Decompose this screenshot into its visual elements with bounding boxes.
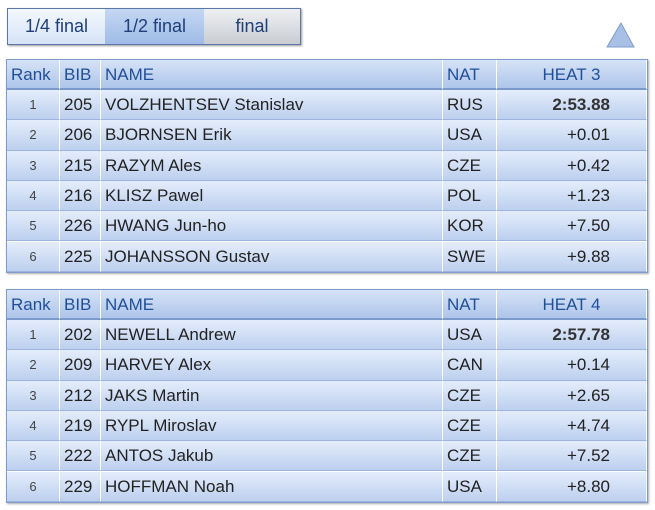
time: +2.65 xyxy=(497,380,647,411)
name: NEWELL Andrew xyxy=(101,320,443,351)
time: +7.50 xyxy=(497,211,647,242)
time: +4.74 xyxy=(497,410,647,442)
time: +1.23 xyxy=(497,180,647,212)
name: VOLZHENTSEV Stanislav xyxy=(101,90,443,121)
time: +7.52 xyxy=(497,441,647,472)
results-table xyxy=(6,289,648,503)
scroll-up[interactable] xyxy=(604,20,636,50)
nat: POL xyxy=(443,180,497,212)
name: HWANG Jun-ho xyxy=(101,211,443,242)
rank: 6 xyxy=(7,471,60,502)
rank: 2 xyxy=(7,120,60,151)
nat: USA xyxy=(443,471,497,502)
column-header: NAME xyxy=(101,60,443,90)
bib: 205 xyxy=(60,90,101,121)
nat: CZE xyxy=(443,150,497,181)
nat: USA xyxy=(443,120,497,151)
bib: 226 xyxy=(60,211,101,242)
nat: CAN xyxy=(443,350,497,381)
column-header: HEAT 4 xyxy=(497,290,647,320)
bib: 219 xyxy=(60,410,101,442)
tab[interactable]: 1/2 final xyxy=(105,9,204,44)
bib: 229 xyxy=(60,471,101,502)
rank: 1 xyxy=(7,90,60,121)
rank: 2 xyxy=(7,350,60,381)
time: +0.01 xyxy=(497,120,647,151)
bib: 212 xyxy=(60,380,101,411)
nat: USA xyxy=(443,320,497,351)
bib: 209 xyxy=(60,350,101,381)
rank: 5 xyxy=(7,211,60,242)
nat: CZE xyxy=(443,380,497,411)
bib: 202 xyxy=(60,320,101,351)
rank: 1 xyxy=(7,320,60,351)
bib: 222 xyxy=(60,441,101,472)
bib: 215 xyxy=(60,150,101,181)
nat: CZE xyxy=(443,410,497,442)
bib: 225 xyxy=(60,241,101,272)
column-header: NAME xyxy=(101,290,443,320)
time: +9.88 xyxy=(497,241,647,272)
time: 2:53.88 xyxy=(497,90,647,121)
nat: SWE xyxy=(443,241,497,272)
triangle xyxy=(606,21,635,48)
name: BJORNSEN Erik xyxy=(101,120,443,151)
nat: CZE xyxy=(443,441,497,472)
tab[interactable]: final xyxy=(204,9,300,44)
tab[interactable]: 1/4 final xyxy=(8,9,105,44)
nat: RUS xyxy=(443,90,497,121)
name: JAKS Martin xyxy=(101,380,443,411)
rank: 3 xyxy=(7,150,60,181)
rank: 5 xyxy=(7,441,60,472)
rank: 4 xyxy=(7,180,60,212)
tab-bar: 1/4 final 1/2 final final xyxy=(7,8,301,45)
column-header: NAT xyxy=(443,290,497,320)
column-header: Rank xyxy=(7,60,60,90)
bib: 206 xyxy=(60,120,101,151)
column-header: NAT xyxy=(443,60,497,90)
rank: 6 xyxy=(7,241,60,272)
results-table xyxy=(6,59,648,273)
column-header: Rank xyxy=(7,290,60,320)
name: HOFFMAN Noah xyxy=(101,471,443,502)
time: +0.14 xyxy=(497,350,647,381)
time: 2:57.78 xyxy=(497,320,647,351)
rank: 3 xyxy=(7,380,60,411)
column-header: BIB xyxy=(60,290,101,320)
column-header: BIB xyxy=(60,60,101,90)
nat: KOR xyxy=(443,211,497,242)
name: JOHANSSON Gustav xyxy=(101,241,443,272)
rank: 4 xyxy=(7,410,60,442)
time: +8.80 xyxy=(497,471,647,502)
bib: 216 xyxy=(60,180,101,212)
name: KLISZ Pawel xyxy=(101,180,443,212)
name: RAZYM Ales xyxy=(101,150,443,181)
name: HARVEY Alex xyxy=(101,350,443,381)
name: RYPL Miroslav xyxy=(101,410,443,442)
time: +0.42 xyxy=(497,150,647,181)
name: ANTOS Jakub xyxy=(101,441,443,472)
column-header: HEAT 3 xyxy=(497,60,647,90)
